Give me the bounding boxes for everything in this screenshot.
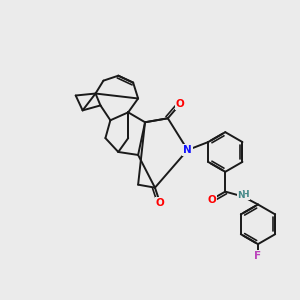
Text: O: O xyxy=(155,197,164,208)
Text: N: N xyxy=(237,191,245,200)
Text: F: F xyxy=(254,251,262,261)
Text: O: O xyxy=(175,99,184,110)
Text: N: N xyxy=(183,145,192,155)
Text: H: H xyxy=(241,190,249,199)
Text: O: O xyxy=(207,194,216,205)
